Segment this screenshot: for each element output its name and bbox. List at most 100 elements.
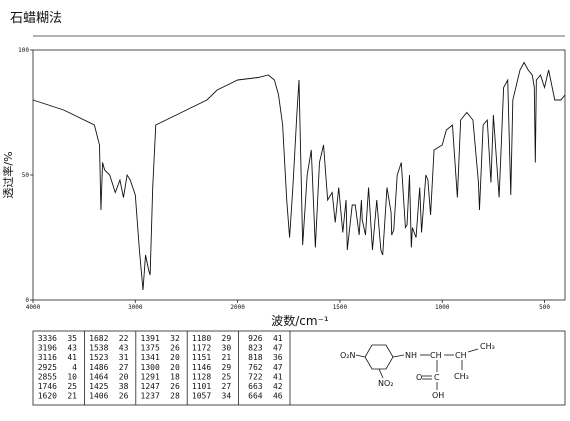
table-wavenumber: 3336 — [38, 334, 57, 343]
table-transmittance: 43 — [119, 344, 129, 353]
table-wavenumber: 926 — [248, 334, 263, 343]
bond — [378, 368, 384, 379]
atom-label: CH₃ — [480, 342, 495, 351]
table-transmittance: 41 — [273, 372, 283, 381]
table-transmittance: 4 — [72, 363, 77, 372]
table-transmittance: 21 — [67, 392, 77, 401]
table-transmittance: 20 — [119, 372, 129, 381]
chart-title: 石蜡糊法 — [10, 10, 62, 26]
bond — [467, 348, 479, 353]
table-transmittance: 29 — [222, 334, 232, 343]
peak-table — [32, 330, 566, 406]
table-transmittance: 10 — [67, 372, 77, 381]
table-transmittance: 41 — [273, 334, 283, 343]
table-wavenumber: 823 — [248, 344, 263, 353]
x-tick-label: 1000 — [435, 304, 450, 311]
table-transmittance: 46 — [273, 392, 283, 401]
table-wavenumber: 1151 — [192, 353, 211, 362]
table-transmittance: 20 — [170, 363, 180, 372]
table-wavenumber: 1425 — [89, 382, 108, 391]
table-wavenumber: 1620 — [38, 392, 57, 401]
x-tick-label: 3000 — [128, 304, 143, 311]
x-tick-label: 4000 — [26, 304, 41, 311]
table-wavenumber: 2925 — [38, 363, 57, 372]
x-tick-label: 500 — [539, 304, 550, 311]
structure — [355, 344, 479, 390]
table-transmittance: 21 — [222, 353, 232, 362]
table-transmittance: 26 — [170, 344, 180, 353]
table-wavenumber: 1406 — [89, 392, 108, 401]
table-wavenumber: 1746 — [38, 382, 57, 391]
atom-label: CH₃ — [454, 372, 469, 381]
table-transmittance: 26 — [119, 392, 129, 401]
atom-label: O — [416, 373, 422, 382]
table-transmittance: 22 — [119, 334, 129, 343]
table-transmittance: 47 — [273, 344, 283, 353]
atom-label: O₂N — [340, 351, 356, 360]
table-wavenumber: 818 — [248, 353, 263, 362]
bond — [355, 354, 366, 358]
table-transmittance: 35 — [67, 334, 77, 343]
table-transmittance: 38 — [119, 382, 129, 391]
table-wavenumber: 1291 — [141, 372, 160, 381]
table-wavenumber: 2855 — [38, 372, 57, 381]
atom-label: CH — [455, 351, 467, 360]
y-axis-label: 透过率/% — [1, 151, 15, 198]
table-transmittance: 47 — [273, 363, 283, 372]
table-transmittance: 31 — [119, 353, 129, 362]
table-wavenumber: 664 — [248, 392, 263, 401]
atom-label: NH — [405, 351, 417, 360]
benzene-ring — [364, 344, 394, 370]
table-wavenumber: 1375 — [141, 344, 160, 353]
y-tick-label: 0 — [25, 297, 29, 304]
table-transmittance: 18 — [170, 372, 180, 381]
table-wavenumber: 1247 — [141, 382, 160, 391]
table-wavenumber: 3196 — [38, 344, 57, 353]
table-wavenumber: 1538 — [89, 344, 108, 353]
table-wavenumber: 1682 — [89, 334, 108, 343]
table-wavenumber: 3116 — [38, 353, 57, 362]
x-tick-label: 1500 — [333, 304, 348, 311]
table-wavenumber: 1464 — [89, 372, 108, 381]
y-tick-label: 50 — [22, 172, 30, 179]
atom-label: C — [434, 373, 440, 382]
table-wavenumber: 1057 — [192, 392, 211, 401]
table-wavenumber: 663 — [248, 382, 263, 391]
table-wavenumber: 1180 — [192, 334, 211, 343]
table-wavenumber: 1146 — [192, 363, 211, 372]
x-axis-label: 波数/cm⁻¹ — [271, 313, 329, 328]
atom-label: CH — [430, 351, 442, 360]
table-wavenumber: 1101 — [192, 382, 211, 391]
table-transmittance: 34 — [222, 392, 232, 401]
table-wavenumber: 1391 — [141, 334, 160, 343]
table-wavenumber: 1523 — [89, 353, 108, 362]
table-wavenumber: 1341 — [141, 353, 160, 362]
table-transmittance: 32 — [170, 334, 180, 343]
table-transmittance: 26 — [170, 382, 180, 391]
table-wavenumber: 1300 — [141, 363, 160, 372]
table-wavenumber: 1172 — [192, 344, 211, 353]
y-tick-label: 100 — [18, 47, 29, 54]
atom-label: NO₂ — [378, 379, 394, 388]
spectrum-line — [32, 61, 566, 291]
atom-label: OH — [432, 391, 444, 400]
table-transmittance: 27 — [119, 363, 129, 372]
table-transmittance: 28 — [170, 392, 180, 401]
table-transmittance: 41 — [67, 353, 77, 362]
table-wavenumber: 1128 — [192, 372, 211, 381]
table-wavenumber: 762 — [248, 363, 263, 372]
table-wavenumber: 1237 — [141, 392, 160, 401]
x-tick-label: 2000 — [230, 304, 245, 311]
bond — [392, 354, 405, 358]
table-transmittance: 43 — [67, 344, 77, 353]
table-frame — [32, 330, 566, 406]
table-transmittance: 25 — [222, 372, 232, 381]
table-transmittance: 36 — [273, 353, 283, 362]
table-transmittance: 29 — [222, 363, 232, 372]
table-transmittance: 20 — [170, 353, 180, 362]
table-transmittance: 25 — [67, 382, 77, 391]
table-transmittance: 42 — [273, 382, 283, 391]
table-transmittance: 30 — [222, 344, 232, 353]
table-wavenumber: 722 — [248, 372, 263, 381]
